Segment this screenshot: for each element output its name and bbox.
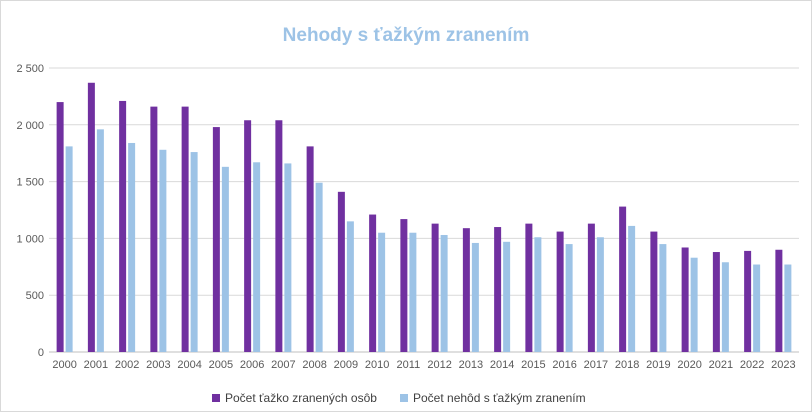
x-tick-label: 2004 — [177, 359, 201, 371]
y-tick-label: 500 — [26, 290, 44, 302]
bar-series-1-2013 — [462, 228, 470, 352]
gridlines — [49, 67, 799, 353]
bar-series-2-2022 — [753, 264, 761, 352]
bar-series-2-2013 — [471, 242, 479, 352]
y-tick-label: 0 — [38, 347, 44, 359]
x-tick-label: 2014 — [490, 359, 514, 371]
x-tick-label: 2017 — [584, 359, 608, 371]
bar-series-1-2022 — [744, 250, 752, 352]
legend-swatch-series-1 — [212, 394, 220, 402]
bar-series-2-2006 — [253, 162, 261, 352]
x-tick-label: 2003 — [146, 359, 170, 371]
x-axis-tick-labels: 2000 2001 2002 2003 2004 2005 2006 2007 2008 2009… — [52, 359, 795, 371]
x-tick-label: 2016 — [552, 359, 576, 371]
bar-series-1-2023 — [775, 249, 783, 352]
bar-series-1-2003 — [150, 106, 158, 353]
x-tick-label: 2015 — [521, 359, 545, 371]
chart-title: Nehody s ťažkým zranením — [283, 25, 530, 46]
bar-series-2-2002 — [128, 142, 136, 352]
x-tick-label: 2021 — [709, 359, 733, 371]
bar-series-1-2004 — [181, 106, 189, 353]
y-tick-label: 2 000 — [16, 120, 44, 132]
bar-series-2-2009 — [346, 221, 354, 352]
x-tick-label: 2007 — [271, 359, 295, 371]
bar-series-1-2020 — [681, 247, 689, 352]
legend: Počet ťažko zranených osôb Počet nehôd s… — [212, 391, 586, 405]
bar-series-2-2019 — [659, 244, 667, 352]
bar-series-2-2016 — [565, 244, 573, 352]
bar-series-1-2019 — [650, 231, 658, 352]
bars — [56, 82, 792, 353]
bar-series-2-2011 — [409, 232, 417, 352]
bar-series-2-2015 — [534, 237, 542, 352]
x-tick-label: 2008 — [302, 359, 326, 371]
y-tick-label: 1 000 — [16, 233, 44, 245]
bar-series-1-2009 — [337, 191, 345, 352]
bar-series-2-2021 — [721, 262, 729, 352]
bar-series-2-2017 — [596, 237, 604, 352]
x-tick-label: 2009 — [334, 359, 358, 371]
x-tick-label: 2022 — [740, 359, 764, 371]
bar-series-2-2008 — [315, 182, 323, 352]
bar-series-2-2020 — [690, 257, 698, 352]
bar-series-1-2000 — [56, 102, 64, 352]
legend-swatch-series-2 — [400, 394, 408, 402]
bar-series-1-2012 — [431, 223, 439, 352]
x-tick-label: 2018 — [615, 359, 639, 371]
x-tick-label: 2011 — [397, 359, 421, 371]
bar-series-2-2000 — [65, 146, 73, 352]
bar-series-2-2014 — [503, 241, 511, 352]
x-tick-label: 2001 — [84, 359, 108, 371]
bar-series-2-2012 — [440, 234, 448, 352]
x-tick-label: 2013 — [459, 359, 483, 371]
y-axis-tick-labels: 0 500 1 000 1 500 2 000 2 500 — [16, 63, 44, 359]
bar-series-2-2018 — [628, 225, 636, 352]
bar-series-1-2002 — [119, 100, 127, 352]
x-tick-label: 2010 — [365, 359, 389, 371]
bar-series-1-2017 — [587, 223, 595, 352]
x-tick-label: 2019 — [646, 359, 670, 371]
bar-series-2-2004 — [190, 152, 198, 352]
x-tick-label: 2000 — [52, 359, 76, 371]
bar-series-2-2010 — [378, 232, 386, 352]
bar-series-2-2007 — [284, 163, 292, 352]
x-tick-label: 2002 — [115, 359, 139, 371]
bar-series-1-2001 — [87, 82, 95, 352]
x-tick-label: 2020 — [677, 359, 701, 371]
legend-label-series-1: Počet ťažko zranených osôb — [225, 391, 377, 405]
bar-series-2-2001 — [96, 129, 104, 352]
legend-label-series-2: Počet nehôd s ťažkým zranením — [413, 391, 586, 405]
bar-series-1-2011 — [400, 219, 408, 352]
bar-series-1-2007 — [275, 120, 283, 352]
bar-series-2-2003 — [159, 149, 167, 352]
bar-series-1-2006 — [244, 120, 252, 352]
y-tick-label: 2 500 — [16, 63, 44, 75]
x-tick-label: 2005 — [209, 359, 233, 371]
bar-series-1-2018 — [619, 206, 627, 352]
y-tick-label: 1 500 — [16, 177, 44, 189]
bar-series-1-2014 — [494, 227, 502, 352]
x-tick-label: 2023 — [771, 359, 795, 371]
bar-series-1-2005 — [212, 127, 220, 353]
bar-series-1-2021 — [712, 252, 720, 352]
bar-series-1-2015 — [525, 223, 533, 352]
bar-series-1-2008 — [306, 146, 314, 352]
bar-series-2-2005 — [221, 166, 229, 352]
bar-series-2-2023 — [784, 264, 792, 352]
x-tick-label: 2006 — [240, 359, 264, 371]
bar-series-1-2010 — [369, 214, 377, 352]
bar-series-1-2016 — [556, 231, 564, 352]
x-tick-label: 2012 — [427, 359, 451, 371]
